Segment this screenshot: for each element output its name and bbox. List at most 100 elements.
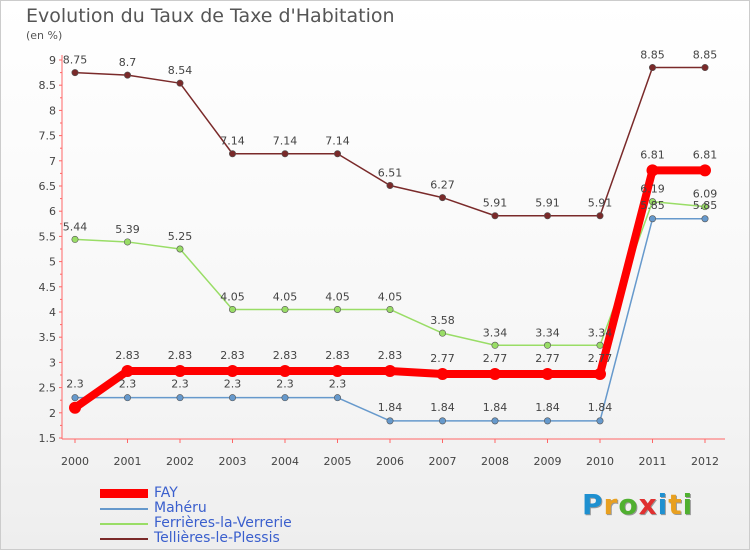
logo-letter: o [618, 488, 639, 521]
data-point [229, 394, 237, 402]
data-point [648, 198, 656, 206]
series-ferri-res-la-verrerie [71, 198, 709, 349]
data-label: 5.85 [693, 199, 718, 212]
data-point [174, 364, 186, 377]
data-label: 5.39 [115, 223, 140, 236]
data-label: 3.34 [588, 326, 613, 339]
data-point [491, 341, 499, 349]
data-label: 3.58 [430, 314, 455, 327]
x-tick-label: 2012 [691, 455, 719, 468]
legend-item: FAY [100, 486, 292, 501]
legend-item: Tellières-le-Plessis [100, 531, 292, 546]
data-point [121, 364, 134, 377]
data-point [646, 164, 659, 177]
data-label: 1.84 [483, 401, 508, 414]
data-label: 2.83 [115, 349, 140, 362]
data-label: 2.83 [168, 349, 193, 362]
data-point [124, 238, 132, 246]
y-tick-label: 3 [49, 356, 56, 369]
data-label: 6.09 [693, 188, 718, 201]
data-label: 4.05 [325, 290, 350, 303]
data-labels: 2.83 2.83 2.83 2.83 2.83 2.83 2.77 2.77 2.77 2.77… [63, 49, 718, 414]
data-point [648, 215, 656, 223]
legend: FAY Mahéru Ferrières-la-Verrerie Tellières-… [100, 486, 292, 546]
data-label: 2.83 [273, 349, 298, 362]
data-point [543, 341, 551, 349]
data-point [438, 194, 446, 202]
data-label: 2.3 [224, 378, 242, 391]
series-layer [69, 64, 711, 425]
data-label: 5.25 [168, 230, 193, 243]
data-point [281, 150, 289, 158]
legend-item: Mahéru [100, 501, 292, 516]
data-point [491, 212, 499, 220]
data-label: 2.77 [483, 352, 508, 365]
y-tick-label: 4 [49, 306, 56, 319]
data-label: 1.84 [430, 401, 455, 414]
x-tick-label: 2006 [376, 455, 404, 468]
data-label: 6.81 [693, 148, 718, 161]
data-point [71, 69, 79, 77]
data-point [699, 164, 711, 177]
data-label: 6.51 [378, 166, 403, 179]
data-label: 2.77 [430, 352, 455, 365]
y-tick-label: 2.5 [39, 382, 57, 395]
x-tick-label: 2000 [61, 455, 89, 468]
data-label: 8.85 [640, 49, 665, 62]
series-fay [69, 164, 711, 414]
legend-label: Tellières-le-Plessis [154, 530, 280, 546]
data-point [384, 364, 396, 377]
legend-swatch [100, 489, 148, 498]
data-point [281, 305, 289, 313]
x-tick-label: 2005 [324, 455, 352, 468]
data-point [229, 150, 237, 158]
data-label: 2.83 [378, 349, 403, 362]
data-label: 3.34 [535, 326, 560, 339]
data-point [491, 417, 499, 425]
y-tick-label: 8 [49, 104, 56, 117]
y-tick-label: 4.5 [39, 281, 57, 294]
logo-letter: t [668, 488, 683, 521]
x-tick-label: 2011 [639, 455, 667, 468]
y-tick-label: 6.5 [39, 180, 57, 193]
series-telli-res-le-plessis [71, 64, 709, 220]
data-label: 2.83 [220, 349, 245, 362]
data-point [438, 329, 446, 337]
legend-label: Mahéru [154, 500, 207, 516]
data-point [176, 79, 184, 87]
data-point [701, 203, 709, 211]
x-tick-label: 2004 [271, 455, 299, 468]
y-tick-label: 3.5 [39, 331, 57, 344]
series-line [74, 66, 706, 217]
data-label: 3.34 [483, 326, 508, 339]
data-point [438, 417, 446, 425]
data-label: 5.85 [640, 199, 665, 212]
data-label: 7.14 [325, 135, 350, 148]
data-point [386, 305, 394, 313]
data-point [596, 341, 604, 349]
data-label: 8.85 [693, 49, 718, 62]
data-label: 8.7 [119, 56, 137, 69]
data-label: 1.84 [535, 401, 560, 414]
data-label: 2.77 [588, 352, 613, 365]
data-point [176, 245, 184, 253]
x-tick-label: 2001 [114, 455, 142, 468]
x-tick-label: 2002 [166, 455, 194, 468]
axes: 1.5 2 2.5 3 3.5 4 4.5 5 5.5 6 6.5 7 7.5 8 8.5 9 2000 2001… [39, 54, 725, 468]
data-point [489, 367, 501, 380]
data-point [541, 367, 554, 380]
data-point [281, 394, 289, 402]
chart-title: Evolution du Taux de Taxe d'Habitation [26, 5, 395, 27]
data-point [124, 394, 132, 402]
logo-letter: i [682, 488, 694, 521]
data-label: 6.81 [640, 148, 665, 161]
data-label: 2.3 [66, 378, 84, 391]
data-point [648, 64, 656, 72]
legend-swatch [100, 537, 148, 540]
y-tick-label: 2 [49, 407, 56, 420]
data-point [69, 401, 81, 414]
data-point [71, 235, 79, 243]
y-tick-label: 7 [49, 155, 56, 168]
y-tick-label: 5 [49, 256, 56, 269]
data-point [543, 212, 551, 220]
